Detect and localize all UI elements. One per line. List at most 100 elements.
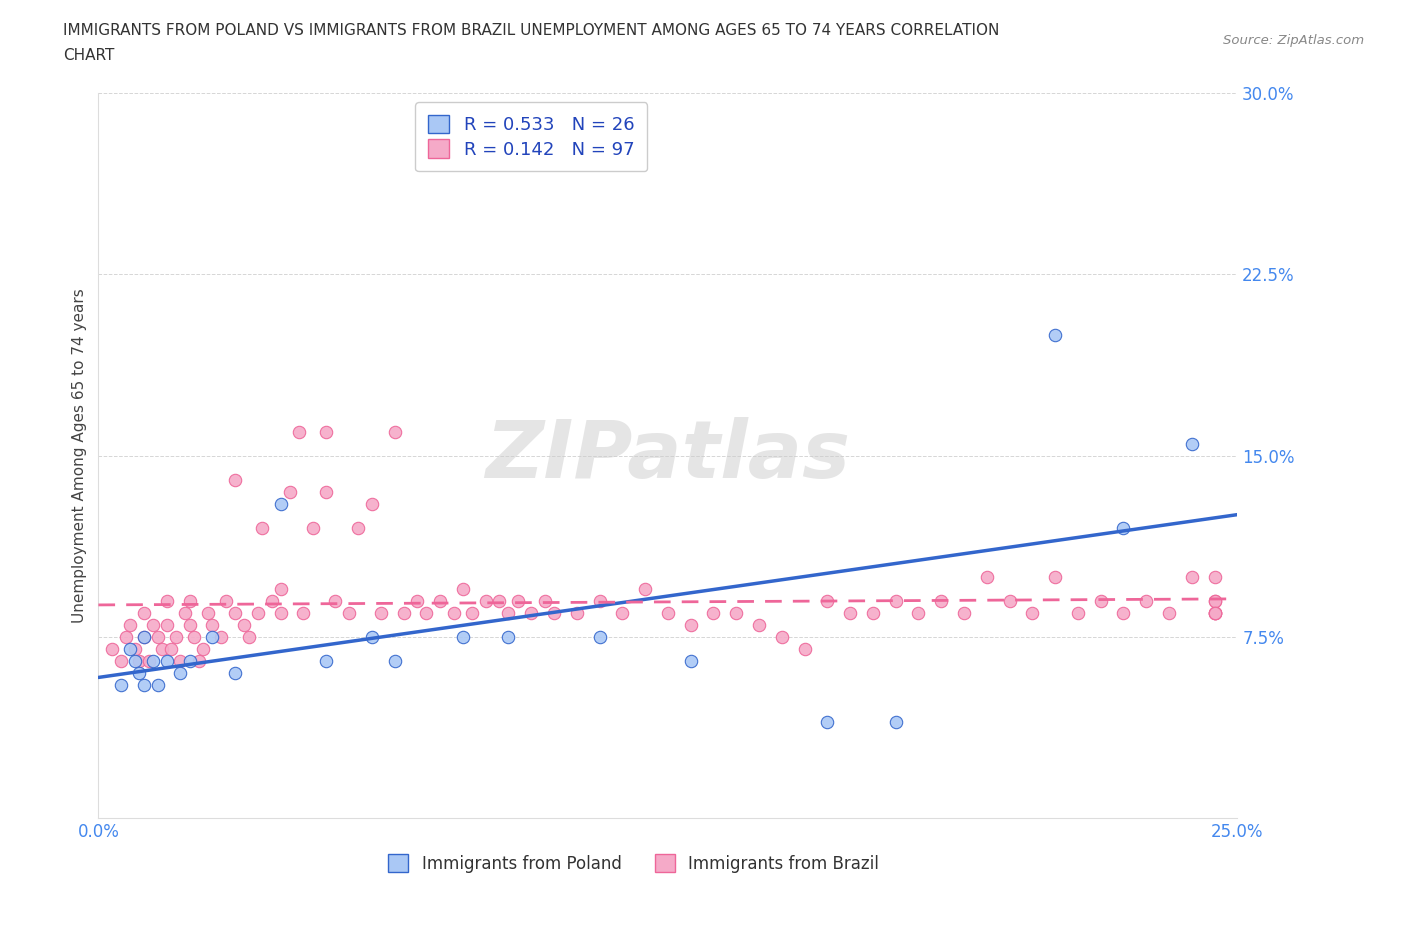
Point xyxy=(1204,605,1226,620)
Point xyxy=(415,605,437,620)
Point xyxy=(498,630,520,644)
Point xyxy=(1043,569,1066,584)
Point xyxy=(224,605,246,620)
Point xyxy=(1204,605,1226,620)
Point xyxy=(998,593,1021,608)
Point xyxy=(429,593,451,608)
Point xyxy=(461,605,484,620)
Point xyxy=(215,593,238,608)
Point xyxy=(114,630,136,644)
Point xyxy=(150,642,173,657)
Point xyxy=(270,497,292,512)
Point xyxy=(815,714,838,729)
Point xyxy=(347,521,370,536)
Point xyxy=(907,605,929,620)
Point xyxy=(288,424,311,439)
Point xyxy=(132,630,155,644)
Point xyxy=(183,630,205,644)
Point xyxy=(384,424,406,439)
Point xyxy=(543,605,565,620)
Point xyxy=(142,618,165,632)
Point xyxy=(953,605,976,620)
Point xyxy=(976,569,998,584)
Point xyxy=(238,630,260,644)
Point xyxy=(488,593,510,608)
Point xyxy=(1043,327,1066,342)
Point xyxy=(1090,593,1112,608)
Point xyxy=(160,642,183,657)
Point xyxy=(612,605,634,620)
Point xyxy=(748,618,770,632)
Point xyxy=(120,642,142,657)
Point xyxy=(156,618,179,632)
Point xyxy=(588,630,610,644)
Point xyxy=(1204,593,1226,608)
Point xyxy=(124,654,146,669)
Point xyxy=(270,581,292,596)
Point xyxy=(233,618,256,632)
Point xyxy=(224,472,246,487)
Point xyxy=(1204,605,1226,620)
Point xyxy=(301,521,323,536)
Point xyxy=(224,666,246,681)
Point xyxy=(770,630,793,644)
Point xyxy=(197,605,219,620)
Point xyxy=(929,593,952,608)
Point xyxy=(1112,605,1135,620)
Point xyxy=(1135,593,1157,608)
Point xyxy=(270,605,292,620)
Point xyxy=(360,630,382,644)
Point xyxy=(565,605,588,620)
Point xyxy=(839,605,862,620)
Point xyxy=(725,605,748,620)
Point xyxy=(451,630,474,644)
Point xyxy=(884,714,907,729)
Point xyxy=(1112,521,1135,536)
Point xyxy=(165,630,187,644)
Point xyxy=(506,593,529,608)
Point xyxy=(370,605,392,620)
Point xyxy=(209,630,232,644)
Legend: Immigrants from Poland, Immigrants from Brazil: Immigrants from Poland, Immigrants from … xyxy=(378,844,889,883)
Point xyxy=(193,642,215,657)
Text: Source: ZipAtlas.com: Source: ZipAtlas.com xyxy=(1223,34,1364,47)
Point xyxy=(360,497,382,512)
Point xyxy=(657,605,679,620)
Point xyxy=(588,593,610,608)
Point xyxy=(315,424,337,439)
Point xyxy=(534,593,557,608)
Point xyxy=(1021,605,1043,620)
Point xyxy=(702,605,724,620)
Point xyxy=(451,581,474,596)
Point xyxy=(337,605,360,620)
Point xyxy=(793,642,815,657)
Point xyxy=(315,485,337,499)
Point xyxy=(120,618,142,632)
Text: CHART: CHART xyxy=(63,48,115,63)
Point xyxy=(110,654,132,669)
Point xyxy=(156,593,179,608)
Point xyxy=(1157,605,1180,620)
Text: IMMIGRANTS FROM POLAND VS IMMIGRANTS FROM BRAZIL UNEMPLOYMENT AMONG AGES 65 TO 7: IMMIGRANTS FROM POLAND VS IMMIGRANTS FRO… xyxy=(63,23,1000,38)
Point xyxy=(138,654,160,669)
Point xyxy=(146,678,169,693)
Point xyxy=(292,605,315,620)
Point xyxy=(146,630,169,644)
Point xyxy=(132,630,155,644)
Point xyxy=(252,521,274,536)
Point xyxy=(110,678,132,693)
Point xyxy=(128,666,150,681)
Point xyxy=(498,605,520,620)
Point xyxy=(179,618,201,632)
Point xyxy=(634,581,657,596)
Point xyxy=(132,605,155,620)
Point xyxy=(132,678,155,693)
Point xyxy=(201,618,224,632)
Point xyxy=(278,485,301,499)
Point xyxy=(884,593,907,608)
Point xyxy=(443,605,465,620)
Point xyxy=(124,642,146,657)
Point xyxy=(187,654,209,669)
Point xyxy=(179,593,201,608)
Point xyxy=(679,618,702,632)
